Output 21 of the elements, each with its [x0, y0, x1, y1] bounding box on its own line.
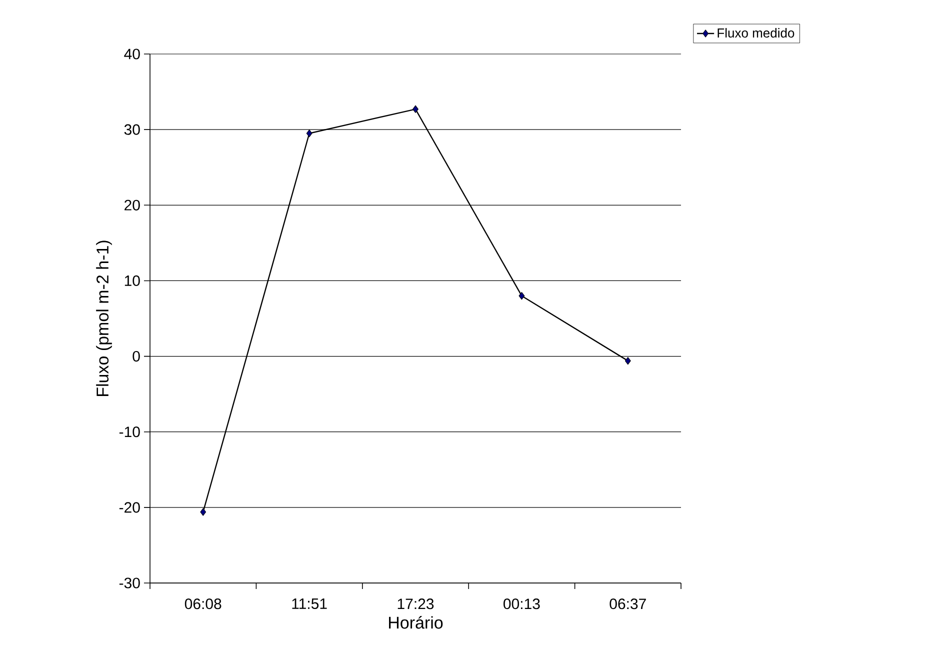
point: [306, 130, 312, 138]
x-tick-label: 00:13: [504, 598, 540, 610]
y-tick-label: 10: [124, 275, 140, 286]
y-axis-title: Fluxo (pmol m-2 h-1): [96, 240, 112, 396]
x-tick-label: 17:23: [398, 598, 434, 610]
point: [412, 105, 418, 114]
x-tick-label: 11:51: [292, 598, 327, 609]
y-tick-label: 0: [132, 350, 140, 362]
y-tick-label: -10: [119, 426, 140, 438]
x-tick-label: 06:37: [610, 598, 646, 610]
point: [200, 508, 206, 516]
legend-label: Fluxo medido: [718, 28, 794, 38]
y-tick-label: -30: [119, 578, 140, 588]
point: [624, 356, 631, 365]
x-tick-label: 06:08: [184, 598, 222, 610]
y-tick-label: 30: [124, 124, 140, 135]
y-tick-label: 40: [124, 48, 140, 60]
y-tick-label: 20: [124, 200, 140, 210]
point: [518, 292, 525, 300]
y-tick-label: -20: [119, 502, 140, 513]
x-axis-title: Horário: [389, 616, 443, 629]
